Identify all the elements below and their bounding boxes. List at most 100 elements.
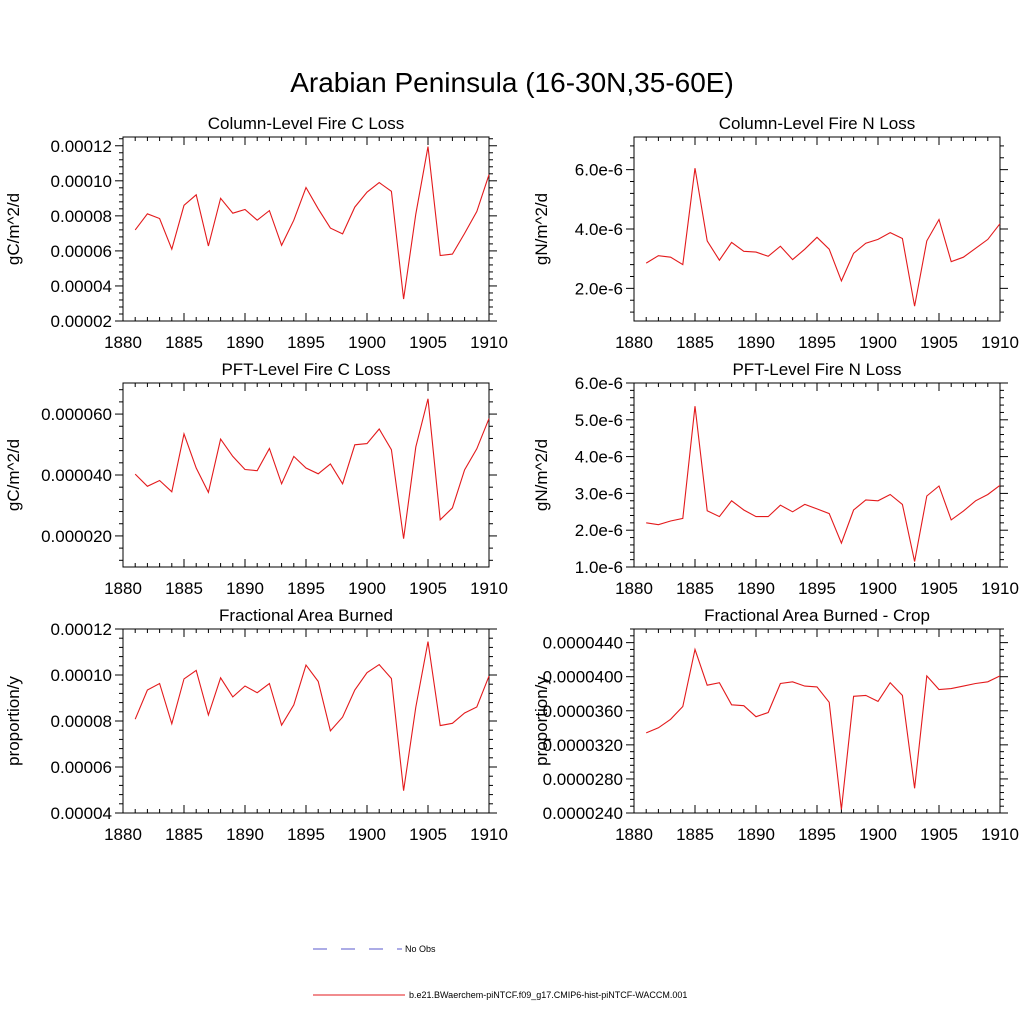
x-tick-label: 1880 xyxy=(104,579,142,598)
panel-title: PFT-Level Fire C Loss xyxy=(221,360,390,379)
x-tick-label: 1910 xyxy=(470,825,508,844)
y-axis-label: gC/m^2/d xyxy=(4,193,23,265)
panel-title: Column-Level Fire N Loss xyxy=(719,114,916,133)
panel-title: PFT-Level Fire N Loss xyxy=(732,360,901,379)
y-tick-label: 0.00004 xyxy=(51,804,112,823)
x-tick-label: 1885 xyxy=(165,579,203,598)
y-tick-label: 0.00008 xyxy=(51,207,112,226)
x-tick-label: 1900 xyxy=(859,333,897,352)
chart-panel-1: 1880 1885 1890 1895 1900 1905 1910 0.00002 0.000… xyxy=(4,114,508,352)
series-line xyxy=(645,647,1001,810)
x-tick-label: 1900 xyxy=(348,579,386,598)
y-axis-label: gN/m^2/d xyxy=(532,439,551,511)
x-tick-label: 1910 xyxy=(981,825,1019,844)
x-tick-label: 1895 xyxy=(287,333,325,352)
y-axis-label: gC/m^2/d xyxy=(4,439,23,511)
x-tick-label: 1910 xyxy=(981,333,1019,352)
x-tick-label: 1905 xyxy=(920,825,958,844)
x-tick-label: 1890 xyxy=(737,579,775,598)
y-tick-label: 4.0e-6 xyxy=(575,448,623,467)
chart-panel-5: 1880 1885 1890 1895 1900 1905 1910 0.00004 0.000… xyxy=(4,606,508,844)
plot-frame xyxy=(633,382,1001,568)
panel-title: Column-Level Fire C Loss xyxy=(208,114,405,133)
y-tick-label: 2.0e-6 xyxy=(575,279,623,298)
x-tick-label: 1885 xyxy=(676,333,714,352)
legend: No Obs b.e21.BWaerchem-piNTCF.f09_g17.CMI… xyxy=(313,944,687,1000)
y-tick-label: 2.0e-6 xyxy=(575,521,623,540)
x-tick-label: 1910 xyxy=(470,333,508,352)
panel-title: Fractional Area Burned xyxy=(219,606,393,625)
x-tick-label: 1880 xyxy=(615,579,653,598)
legend-no-obs-label: No Obs xyxy=(405,944,436,954)
x-tick-label: 1895 xyxy=(287,579,325,598)
panel-title: Fractional Area Burned - Crop xyxy=(704,606,930,625)
x-tick-label: 1890 xyxy=(226,333,264,352)
y-tick-label: 0.0000360 xyxy=(543,702,623,721)
x-tick-label: 1880 xyxy=(615,333,653,352)
x-tick-label: 1885 xyxy=(676,825,714,844)
x-tick-label: 1900 xyxy=(859,825,897,844)
x-tick-label: 1895 xyxy=(798,579,836,598)
y-tick-label: 0.000060 xyxy=(41,405,112,424)
y-tick-label: 1.0e-6 xyxy=(575,558,623,577)
y-axis-label: proportion/y xyxy=(532,676,551,766)
x-tick-label: 1905 xyxy=(920,333,958,352)
y-tick-label: 5.0e-6 xyxy=(575,411,623,430)
y-tick-label: 6.0e-6 xyxy=(575,374,623,393)
plot-frame xyxy=(122,382,490,568)
y-tick-label: 0.00006 xyxy=(51,242,112,261)
x-tick-label: 1905 xyxy=(409,825,447,844)
y-tick-label: 3.0e-6 xyxy=(575,484,623,503)
y-tick-label: 0.00012 xyxy=(51,137,112,156)
x-tick-label: 1895 xyxy=(798,825,836,844)
series-line xyxy=(134,146,490,300)
y-tick-label: 0.00010 xyxy=(51,666,112,685)
y-tick-label: 0.00012 xyxy=(51,620,112,639)
y-tick-label: 0.000020 xyxy=(41,527,112,546)
x-tick-label: 1905 xyxy=(409,579,447,598)
x-tick-label: 1885 xyxy=(676,579,714,598)
x-tick-label: 1910 xyxy=(470,579,508,598)
y-tick-label: 0.00010 xyxy=(51,172,112,191)
figure-title: Arabian Peninsula (16-30N,35-60E) xyxy=(290,67,734,98)
x-tick-label: 1885 xyxy=(165,333,203,352)
x-tick-label: 1890 xyxy=(226,579,264,598)
series-line xyxy=(646,406,1001,562)
plot-frame xyxy=(633,136,1001,322)
x-tick-label: 1890 xyxy=(226,825,264,844)
panels: 1880 1885 1890 1895 1900 1905 1910 0.00002 0.000… xyxy=(4,114,1019,844)
x-tick-label: 1905 xyxy=(920,579,958,598)
y-tick-label: 0.0000280 xyxy=(543,770,623,789)
chart-panel-2: 1880 1885 1890 1895 1900 1905 1910 2.0e-6 4.0e-6… xyxy=(532,114,1019,352)
x-tick-label: 1905 xyxy=(409,333,447,352)
y-tick-label: 0.00006 xyxy=(51,758,112,777)
x-tick-label: 1880 xyxy=(104,333,142,352)
y-tick-label: 0.0000440 xyxy=(543,634,623,653)
y-tick-label: 0.00002 xyxy=(51,312,112,331)
x-tick-label: 1880 xyxy=(104,825,142,844)
y-tick-label: 0.00008 xyxy=(51,712,112,731)
y-tick-label: 6.0e-6 xyxy=(575,161,623,180)
plot-frame xyxy=(122,628,490,814)
series-line xyxy=(134,641,490,791)
x-tick-label: 1900 xyxy=(859,579,897,598)
y-tick-label: 0.0000320 xyxy=(543,736,623,755)
x-tick-label: 1890 xyxy=(737,333,775,352)
plot-frame xyxy=(633,628,1001,814)
x-tick-label: 1900 xyxy=(348,333,386,352)
x-tick-label: 1895 xyxy=(287,825,325,844)
series-line xyxy=(645,168,1001,307)
x-tick-label: 1880 xyxy=(615,825,653,844)
y-axis-label: gN/m^2/d xyxy=(532,193,551,265)
y-tick-label: 0.0000400 xyxy=(543,668,623,687)
legend-model-label: b.e21.BWaerchem-piNTCF.f09_g17.CMIP6-his… xyxy=(409,990,687,1000)
chart-panel-6: 1880 1885 1890 1895 1900 1905 1910 0.0000240 0.0… xyxy=(532,606,1019,844)
y-tick-label: 0.000040 xyxy=(41,466,112,485)
chart-panel-3: 1880 1885 1890 1895 1900 1905 1910 0.000020 0.00… xyxy=(4,360,508,598)
x-tick-label: 1890 xyxy=(737,825,775,844)
x-tick-label: 1900 xyxy=(348,825,386,844)
x-tick-label: 1895 xyxy=(798,333,836,352)
x-tick-label: 1885 xyxy=(165,825,203,844)
y-tick-label: 0.0000240 xyxy=(543,804,623,823)
